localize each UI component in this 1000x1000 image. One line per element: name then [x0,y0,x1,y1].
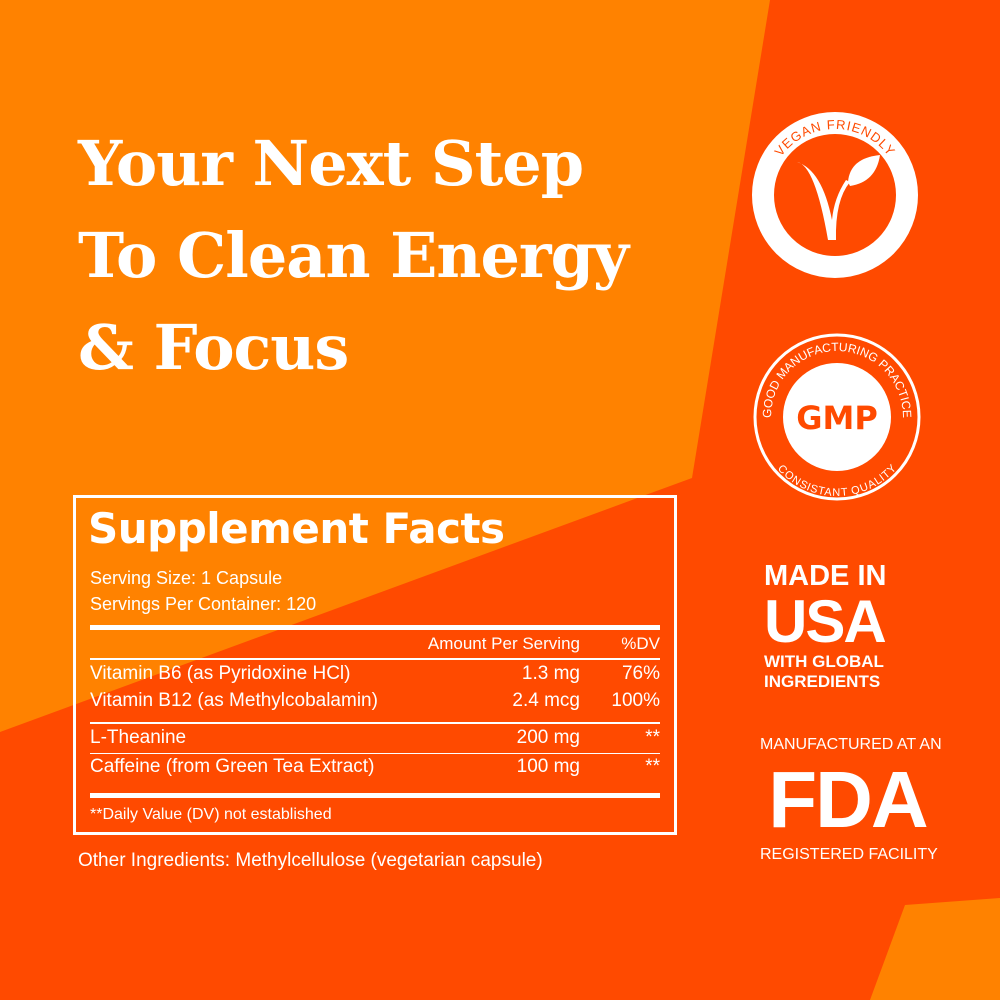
table-row: Caffeine (from Green Tea Extract) 100 mg… [90,756,660,782]
nutrient-name: L-Theanine [90,727,187,748]
other-ingredients: Other Ingredients: Methylcellulose (vege… [78,850,543,871]
divider [90,658,660,660]
vegan-friendly-badge: VEGAN FRIENDLY [752,112,918,278]
divider [90,625,660,630]
nutrient-dv: 100% [611,690,660,711]
nutrient-amount: 2.4 mcg [512,690,580,711]
nutrient-name: Caffeine (from Green Tea Extract) [90,756,375,777]
fda-line3: REGISTERED FACILITY [760,846,938,863]
nutrient-dv: 76% [621,663,660,684]
vegan-v-leaf-icon [797,155,880,240]
nutrient-name: Vitamin B6 (as Pyridoxine HCl) [90,663,351,684]
amount-header: Amount Per Serving [427,634,580,653]
gmp-badge: GOOD MANUFACTURING PRACTICE CONSISTANT Q… [753,333,921,501]
nutrient-amount: 200 mg [516,727,580,748]
fda-line2: FDA [768,755,928,844]
divider [90,722,660,724]
divider [90,753,660,754]
table-row: Vitamin B6 (as Pyridoxine HCl) 1.3 mg 76… [90,663,660,689]
headline-line: Your Next Step [78,127,584,200]
usa-line3: WITH GLOBAL [764,652,884,671]
fda-badge: MANUFACTURED AT AN FDA REGISTERED FACILI… [760,735,942,865]
serving-size: Serving Size: 1 Capsule [90,568,283,588]
nutrient-name: Vitamin B12 (as Methylcobalamin) [90,690,378,711]
made-in-usa-badge: MADE IN USA WITH GLOBAL INGREDIENTS [764,560,934,692]
table-row: Vitamin B12 (as Methylcobalamin) 2.4 mcg… [90,690,660,716]
headline-line: & Focus [78,311,349,384]
nutrient-dv: ** [645,756,660,777]
supplement-facts-panel: Supplement Facts Serving Size: 1 Capsule… [73,495,677,835]
footnote: **Daily Value (DV) not established [90,806,332,823]
orange-panel [0,0,770,732]
fda-line1: MANUFACTURED AT AN [760,736,942,753]
usa-line2: USA [764,588,887,655]
table-row: L-Theanine 200 mg ** [90,727,660,753]
facts-header-row: Amount Per Serving %DV [90,634,660,660]
facts-title: Supplement Facts [88,504,505,553]
gmp-center-text: GMP [796,399,878,437]
usa-line1: MADE IN [764,560,887,592]
orange-corner [870,898,1000,1000]
headline: Your Next Step To Clean Energy & Focus [78,118,629,394]
nutrient-amount: 100 mg [516,756,580,777]
usa-line4: INGREDIENTS [764,672,881,691]
divider [90,793,660,798]
nutrient-dv: ** [645,727,660,748]
nutrient-amount: 1.3 mg [521,663,580,684]
headline-line: To Clean Energy [78,219,629,292]
servings-per-container: Servings Per Container: 120 [90,594,317,614]
dv-header: %DV [621,634,660,653]
